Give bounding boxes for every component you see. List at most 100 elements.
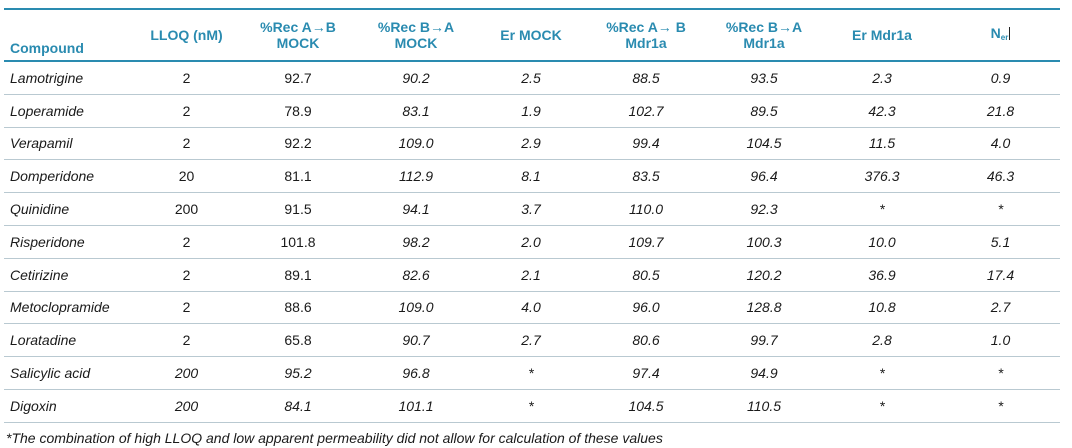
table-row: Digoxin 200 84.1 101.1 * 104.5 110.5 * * (4, 389, 1060, 423)
cell-rec-ab-mdr: 83.5 (632, 168, 660, 185)
cell-compound: Cetirizine (10, 266, 69, 283)
cell-er-mdr: * (879, 201, 885, 218)
cell-lloq: 2 (182, 299, 191, 316)
header-rec-ba-mock: %Rec B→A MOCK (357, 9, 475, 61)
cell-er-mock: 2.7 (521, 332, 541, 349)
cell-rec-ba-mock: 90.2 (402, 69, 430, 86)
cell-rec-ba-mdr: 128.8 (746, 299, 782, 316)
cell-er-mock: 2.0 (521, 233, 541, 250)
cell-rec-ba-mock: 101.1 (398, 397, 434, 414)
cell-er-mdr: 2.3 (872, 69, 892, 86)
cell-rec-ab-mdr: 109.7 (628, 233, 664, 250)
cell-ner: 21.8 (986, 102, 1015, 119)
cell-rec-ab-mock: 89.1 (284, 266, 312, 283)
cell-er-mock: 4.0 (521, 299, 541, 316)
cell-rec-ba-mock: 90.7 (402, 332, 430, 349)
cell-compound: Metoclopramide (10, 299, 110, 316)
cell-ner: * (997, 397, 1004, 414)
cell-compound: Salicylic acid (10, 365, 91, 382)
cell-lloq: 200 (174, 201, 199, 218)
cell-rec-ba-mock: 96.8 (402, 365, 430, 382)
cell-er-mdr: 42.3 (868, 102, 896, 119)
table-row: Verapamil 2 92.2 109.0 2.9 99.4 104.5 11… (4, 127, 1060, 160)
header-rec-ba-mdr: %Rec B→A Mdr1a (705, 9, 823, 61)
cell-er-mock: * (528, 397, 534, 414)
cell-lloq: 2 (182, 102, 191, 119)
header-rec-ab-mock-line1: %Rec A→B (260, 19, 336, 35)
cell-lloq: 20 (178, 168, 195, 185)
cell-er-mdr: 36.9 (868, 266, 896, 283)
table-row: Lamotrigine 2 92.7 90.2 2.5 88.5 93.5 2.… (4, 61, 1060, 95)
cell-compound: Digoxin (10, 397, 57, 414)
header-rec-ab-mdr: %Rec A→ B Mdr1a (587, 9, 705, 61)
cell-er-mdr: 10.0 (868, 233, 896, 250)
header-ner-subscript: er (1000, 32, 1009, 42)
cell-er-mock: 3.7 (521, 201, 541, 218)
cell-rec-ba-mock: 109.0 (398, 135, 434, 152)
cell-rec-ba-mock: 82.6 (402, 266, 430, 283)
cell-rec-ba-mdr: 89.5 (750, 102, 778, 119)
cell-compound: Lamotrigine (10, 69, 84, 86)
cell-compound: Domperidone (10, 168, 95, 185)
header-rec-ab-mock: %Rec A→B MOCK (239, 9, 357, 61)
cell-rec-ba-mdr: 96.4 (750, 168, 778, 185)
header-rec-ba-mock-line1: %Rec B→A (377, 19, 455, 35)
cell-er-mock: 2.5 (521, 69, 541, 86)
cell-rec-ab-mock: 65.8 (284, 332, 312, 349)
cell-lloq: 2 (182, 135, 191, 152)
cell-er-mdr: 11.5 (868, 135, 896, 152)
cell-lloq: 2 (182, 266, 191, 283)
cell-lloq: 2 (182, 69, 191, 86)
cell-rec-ba-mdr: 99.7 (750, 332, 778, 349)
results-table-container: Compound LLOQ (nM) %Rec A→B MOCK %Rec B→A… (4, 8, 1060, 423)
cell-rec-ab-mdr: 88.5 (632, 69, 660, 86)
cell-rec-ba-mock: 98.2 (402, 233, 430, 250)
cell-rec-ab-mdr: 80.5 (632, 266, 660, 283)
cell-rec-ba-mock: 94.1 (402, 201, 430, 218)
header-er-mock-label: Er MOCK (500, 27, 562, 43)
header-rec-ab-mdr-line2: Mdr1a (625, 35, 667, 51)
header-compound-label: Compound (10, 40, 84, 56)
cell-rec-ab-mdr: 80.6 (632, 332, 660, 349)
header-rec-ba-mdr-line2: Mdr1a (743, 35, 785, 51)
cell-er-mdr: 376.3 (864, 168, 900, 185)
table-row: Domperidone 20 81.1 112.9 8.1 83.5 96.4 … (4, 160, 1060, 193)
results-table: Compound LLOQ (nM) %Rec A→B MOCK %Rec B→A… (4, 8, 1060, 423)
cell-er-mock: * (528, 365, 534, 382)
table-footnote: *The combination of high LLOQ and low ap… (6, 430, 663, 446)
cell-ner: 17.4 (986, 266, 1015, 283)
cell-ner: * (997, 201, 1004, 218)
cell-rec-ba-mdr: 93.5 (750, 69, 778, 86)
cell-compound: Verapamil (10, 135, 73, 152)
cell-rec-ab-mock: 81.1 (284, 168, 312, 185)
cell-rec-ab-mock: 84.1 (284, 397, 312, 414)
cell-lloq: 200 (174, 397, 199, 414)
cell-rec-ba-mdr: 100.3 (746, 233, 782, 250)
header-lloq-label: LLOQ (nM) (150, 27, 223, 43)
cell-compound: Loratadine (10, 332, 77, 349)
header-ner-label: N (990, 24, 1001, 41)
cell-rec-ab-mock: 78.9 (284, 102, 312, 119)
cell-ner: 4.0 (990, 135, 1011, 152)
cell-rec-ba-mock: 109.0 (398, 299, 434, 316)
table-row: Salicylic acid 200 95.2 96.8 * 97.4 94.9… (4, 357, 1060, 390)
header-rec-ab-mock-line2: MOCK (276, 35, 320, 51)
cell-rec-ba-mock: 83.1 (402, 102, 430, 119)
cell-rec-ab-mdr: 97.4 (632, 365, 660, 382)
cell-rec-ab-mdr: 104.5 (628, 397, 664, 414)
table-row: Loratadine 2 65.8 90.7 2.7 80.6 99.7 2.8… (4, 324, 1060, 357)
cell-er-mdr: 2.8 (872, 332, 892, 349)
cell-er-mdr: 10.8 (868, 299, 896, 316)
cell-rec-ab-mock: 91.5 (284, 201, 312, 218)
header-er-mock: Er MOCK (475, 9, 587, 61)
cell-compound: Quinidine (10, 201, 70, 218)
cell-ner: 5.1 (990, 233, 1011, 250)
cell-rec-ba-mdr: 120.2 (746, 266, 782, 283)
table-row: Metoclopramide 2 88.6 109.0 4.0 96.0 128… (4, 291, 1060, 324)
cell-er-mock: 1.9 (521, 102, 541, 119)
header-rec-ab-mdr-line1: %Rec A→ B (606, 19, 686, 35)
cell-rec-ab-mock: 92.7 (284, 69, 312, 86)
cell-rec-ab-mock: 92.2 (284, 135, 312, 152)
cell-rec-ab-mdr: 99.4 (632, 135, 660, 152)
cell-lloq: 2 (182, 332, 191, 349)
